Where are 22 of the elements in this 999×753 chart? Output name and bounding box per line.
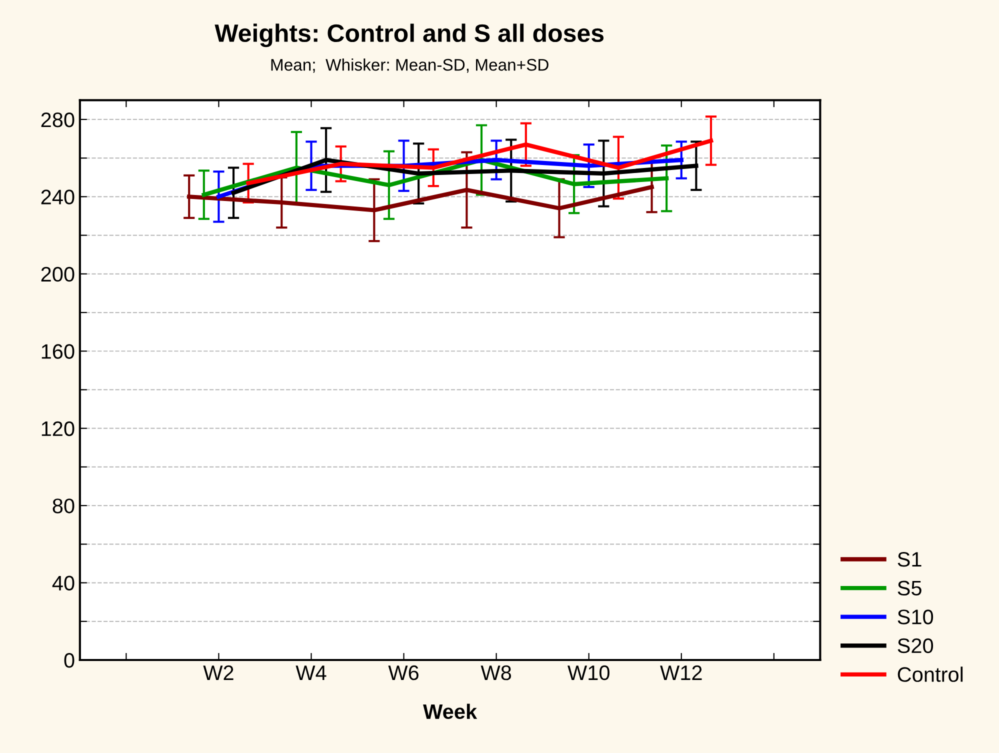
legend-label: S1	[898, 552, 922, 567]
y-tick-label: 240	[41, 190, 74, 204]
y-tick-label: 160	[42, 344, 74, 359]
y-tick-label: 0	[64, 653, 74, 668]
legend-label: S10	[898, 610, 934, 624]
chart-title: Weights: Control and S all doses	[214, 24, 604, 48]
chart-subtitle: Mean; Whisker: Mean-SD, Mean+SD	[271, 58, 548, 73]
x-tick-label: W12	[660, 665, 702, 680]
x-tick-label: W8	[480, 665, 512, 680]
y-tick-label: 40	[52, 576, 74, 591]
y-tick-label: 120	[42, 421, 74, 436]
x-tick-label: W10	[568, 665, 610, 680]
legend-label: S5	[898, 580, 922, 596]
y-tick-label: 200	[41, 266, 74, 282]
y-tick-label: 80	[52, 498, 74, 514]
legend-label: S20	[898, 638, 934, 654]
x-tick-label: W6	[388, 665, 418, 680]
x-tick-label: W4	[296, 666, 326, 680]
x-tick-label: W2	[203, 665, 234, 680]
y-tick-label: 280	[41, 112, 74, 128]
x-axis-title: Week	[423, 704, 478, 720]
legend-label: Control	[898, 666, 963, 682]
